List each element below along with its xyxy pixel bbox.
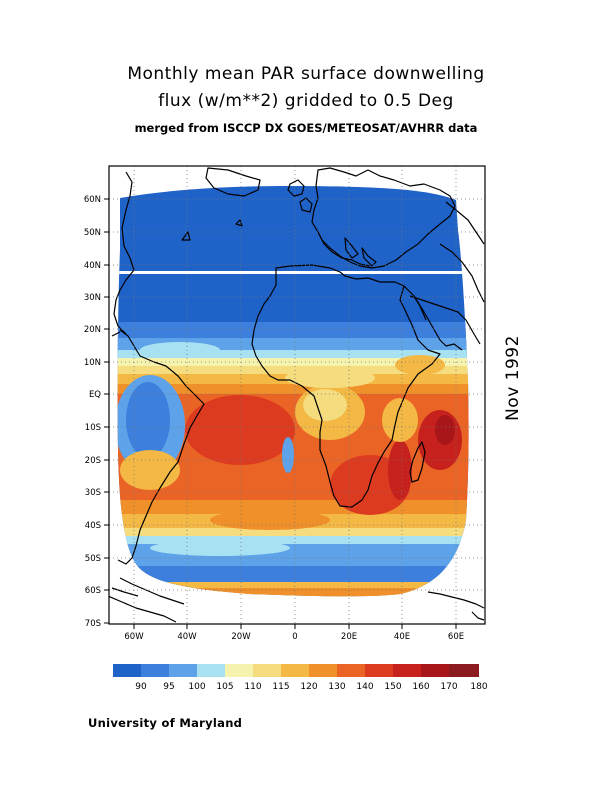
lon-label: 40E bbox=[394, 632, 410, 642]
coastlines bbox=[109, 167, 485, 623]
legend-swatch bbox=[365, 664, 393, 677]
lat-label: EQ bbox=[89, 390, 101, 400]
legend-swatch bbox=[421, 664, 449, 677]
legend-label: 150 bbox=[384, 682, 401, 692]
legend-swatch bbox=[393, 664, 421, 677]
colorbar bbox=[113, 664, 479, 677]
lat-label: 40S bbox=[85, 521, 101, 531]
legend-label: 90 bbox=[135, 682, 147, 692]
legend-label: 160 bbox=[412, 682, 429, 692]
legend-swatch bbox=[169, 664, 197, 677]
lon-label: 60W bbox=[124, 632, 144, 642]
legend-swatch bbox=[225, 664, 253, 677]
legend-label: 130 bbox=[328, 682, 345, 692]
lat-label: 60N bbox=[84, 195, 101, 205]
colorbar-labels: 90 95 100 105 110 115 120 130 140 150 16… bbox=[135, 682, 488, 692]
legend-swatch bbox=[197, 664, 225, 677]
lon-label: 0 bbox=[292, 632, 297, 642]
legend-label: 115 bbox=[272, 682, 289, 692]
lat-label: 20S bbox=[85, 456, 101, 466]
title-line-2: flux (w/m**2) gridded to 0.5 Deg bbox=[158, 91, 454, 111]
lat-label: 50S bbox=[85, 554, 101, 564]
lat-label: 30N bbox=[84, 293, 101, 303]
legend-label: 180 bbox=[470, 682, 487, 692]
lat-label: 30S bbox=[85, 488, 101, 498]
lon-label: 40W bbox=[177, 632, 197, 642]
date-label: Nov 1992 bbox=[503, 335, 523, 421]
graticule bbox=[109, 166, 485, 624]
axis-ticks bbox=[104, 198, 457, 629]
legend-label: 140 bbox=[356, 682, 373, 692]
credit-label: University of Maryland bbox=[88, 716, 243, 730]
legend-label: 95 bbox=[163, 682, 174, 692]
lat-label: 10S bbox=[85, 423, 101, 433]
lat-label: 60S bbox=[85, 586, 101, 596]
legend-swatch bbox=[281, 664, 309, 677]
lat-label: 40N bbox=[84, 261, 101, 271]
lon-label: 20W bbox=[231, 632, 251, 642]
lat-label: 10N bbox=[84, 358, 101, 368]
legend-swatch bbox=[309, 664, 337, 677]
latitude-labels: 60N 50N 40N 30N 20N 10N EQ 10S 20S 30S 4… bbox=[84, 195, 101, 629]
title-line-1: Monthly mean PAR surface downwelling bbox=[127, 64, 485, 84]
legend-swatch bbox=[141, 664, 169, 677]
legend-swatch bbox=[113, 664, 141, 677]
lat-label: 70S bbox=[85, 619, 101, 629]
longitude-labels: 60W 40W 20W 0 20E 40E 60E bbox=[124, 632, 464, 642]
map-frame bbox=[108, 165, 486, 625]
legend-swatch bbox=[449, 664, 479, 677]
lat-label: 20N bbox=[84, 325, 101, 335]
legend-label: 110 bbox=[244, 682, 261, 692]
legend-label: 100 bbox=[188, 682, 205, 692]
legend-swatch bbox=[253, 664, 281, 677]
legend-swatch bbox=[337, 664, 365, 677]
lon-label: 20E bbox=[341, 632, 357, 642]
par-flux-field bbox=[117, 186, 469, 597]
lon-label: 60E bbox=[448, 632, 464, 642]
legend-label: 170 bbox=[440, 682, 457, 692]
subtitle: merged from ISCCP DX GOES/METEOSAT/AVHRR… bbox=[134, 121, 478, 135]
legend-label: 105 bbox=[216, 682, 233, 692]
legend-label: 120 bbox=[300, 682, 317, 692]
lat-label: 50N bbox=[84, 228, 101, 238]
